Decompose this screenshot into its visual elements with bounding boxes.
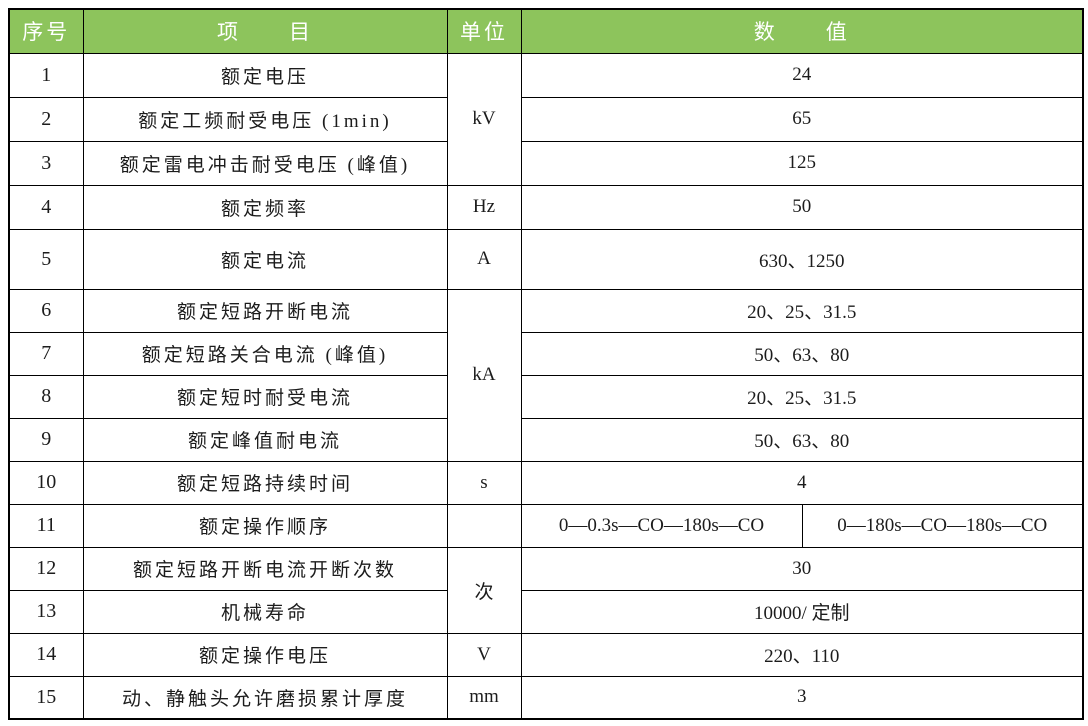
item-label: 额定电流 [82,228,448,290]
unit-cell-a: A [446,228,522,290]
table-row-11: 11 额定操作顺序 0—0.3s—CO—180s—CO 0—180s—CO—18… [8,503,1084,548]
value-cell: 220、110 [520,632,1084,677]
table-row-13: 13 机械寿命 10000/ 定制 [8,589,1084,634]
row-index: 10 [8,460,84,505]
header-row: 序号 项 目 单位 数 值 [8,8,1084,54]
item-label: 机械寿命 [82,589,448,634]
row-index: 14 [8,632,84,677]
item-label: 动、静触头允许磨损累计厚度 [82,675,448,720]
unit-cell-s: s [446,460,522,505]
unit-cell-ka: kA [446,288,522,462]
row-index: 12 [8,546,84,591]
value-cell: 630、1250 [520,228,1084,290]
value-cell: 50 [520,184,1084,230]
table-row-1: 1 额定电压 kV 24 [8,52,1084,186]
row-index: 15 [8,675,84,720]
value-cell: 24 [520,52,1084,98]
value-cell: 65 [520,96,1084,142]
unit-cell-hz: Hz [446,184,522,230]
item-label: 额定工频耐受电压 (1min) [82,96,448,142]
item-label: 额定短路持续时间 [82,460,448,505]
value-cell: 20、25、31.5 [520,374,1084,419]
item-label: 额定频率 [82,184,448,230]
row-index: 1 [8,52,84,98]
row-index: 7 [8,331,84,376]
item-label: 额定雷电冲击耐受电压 (峰值) [82,140,448,186]
col-header-unit: 单位 [446,8,522,54]
col-header-index: 序号 [8,8,84,54]
value-cell: 125 [520,140,1084,186]
table-row-6: 6 额定短路开断电流 kA 20、25、31.5 [8,288,1084,462]
item-label: 额定短路关合电流 (峰值) [82,331,448,376]
value-cell: 50、63、80 [520,331,1084,376]
row-index: 9 [8,417,84,462]
table-row-14: 14 额定操作电压 V 220、110 [8,632,1084,677]
item-label: 额定峰值耐电流 [82,417,448,462]
col-header-value: 数 值 [520,8,1084,54]
unit-cell-empty [446,503,522,548]
value-cell: 20、25、31.5 [520,288,1084,333]
unit-cell-kv: kV [446,52,522,186]
table-row-3: 3 额定雷电冲击耐受电压 (峰值) 125 [8,140,1084,186]
table-row-7: 7 额定短路关合电流 (峰值) 50、63、80 [8,331,1084,376]
value-cell-sequence-right: 0—180s—CO—180s—CO [801,503,1084,548]
row-index: 2 [8,96,84,142]
value-cell: 30 [520,546,1084,591]
table-row-5: 5 额定电流 A 630、1250 [8,228,1084,290]
table-row-10: 10 额定短路持续时间 s 4 [8,460,1084,505]
item-label: 额定操作电压 [82,632,448,677]
row-index: 6 [8,288,84,333]
item-label: 额定短路开断电流 [82,288,448,333]
row-index: 5 [8,228,84,290]
table-row-2: 2 额定工频耐受电压 (1min) 65 [8,96,1084,142]
unit-cell-v: V [446,632,522,677]
row-index: 11 [8,503,84,548]
unit-cell-ci: 次 [446,546,522,634]
col-header-item: 项 目 [82,8,448,54]
value-cell: 4 [520,460,1084,505]
item-label: 额定操作顺序 [82,503,448,548]
item-label: 额定电压 [82,52,448,98]
value-cell-sequence-left: 0—0.3s—CO—180s—CO [520,503,803,548]
row-index: 13 [8,589,84,634]
table-row-4: 4 额定频率 Hz 50 [8,184,1084,230]
table-row-8: 8 额定短时耐受电流 20、25、31.5 [8,374,1084,419]
row-index: 3 [8,140,84,186]
row-index: 8 [8,374,84,419]
value-cell: 3 [520,675,1084,720]
table-row-9: 9 额定峰值耐电流 50、63、80 [8,417,1084,462]
item-label: 额定短路开断电流开断次数 [82,546,448,591]
table-row-12: 12 额定短路开断电流开断次数 次 30 [8,546,1084,634]
item-label: 额定短时耐受电流 [82,374,448,419]
value-cell: 50、63、80 [520,417,1084,462]
row-index: 4 [8,184,84,230]
table-row-15: 15 动、静触头允许磨损累计厚度 mm 3 [8,675,1084,720]
value-cell: 10000/ 定制 [520,589,1084,634]
spec-table: 序号 项 目 单位 数 值 1 额定电压 kV 24 2 额定工频耐受电压 (1… [8,8,1084,720]
unit-cell-mm: mm [446,675,522,720]
